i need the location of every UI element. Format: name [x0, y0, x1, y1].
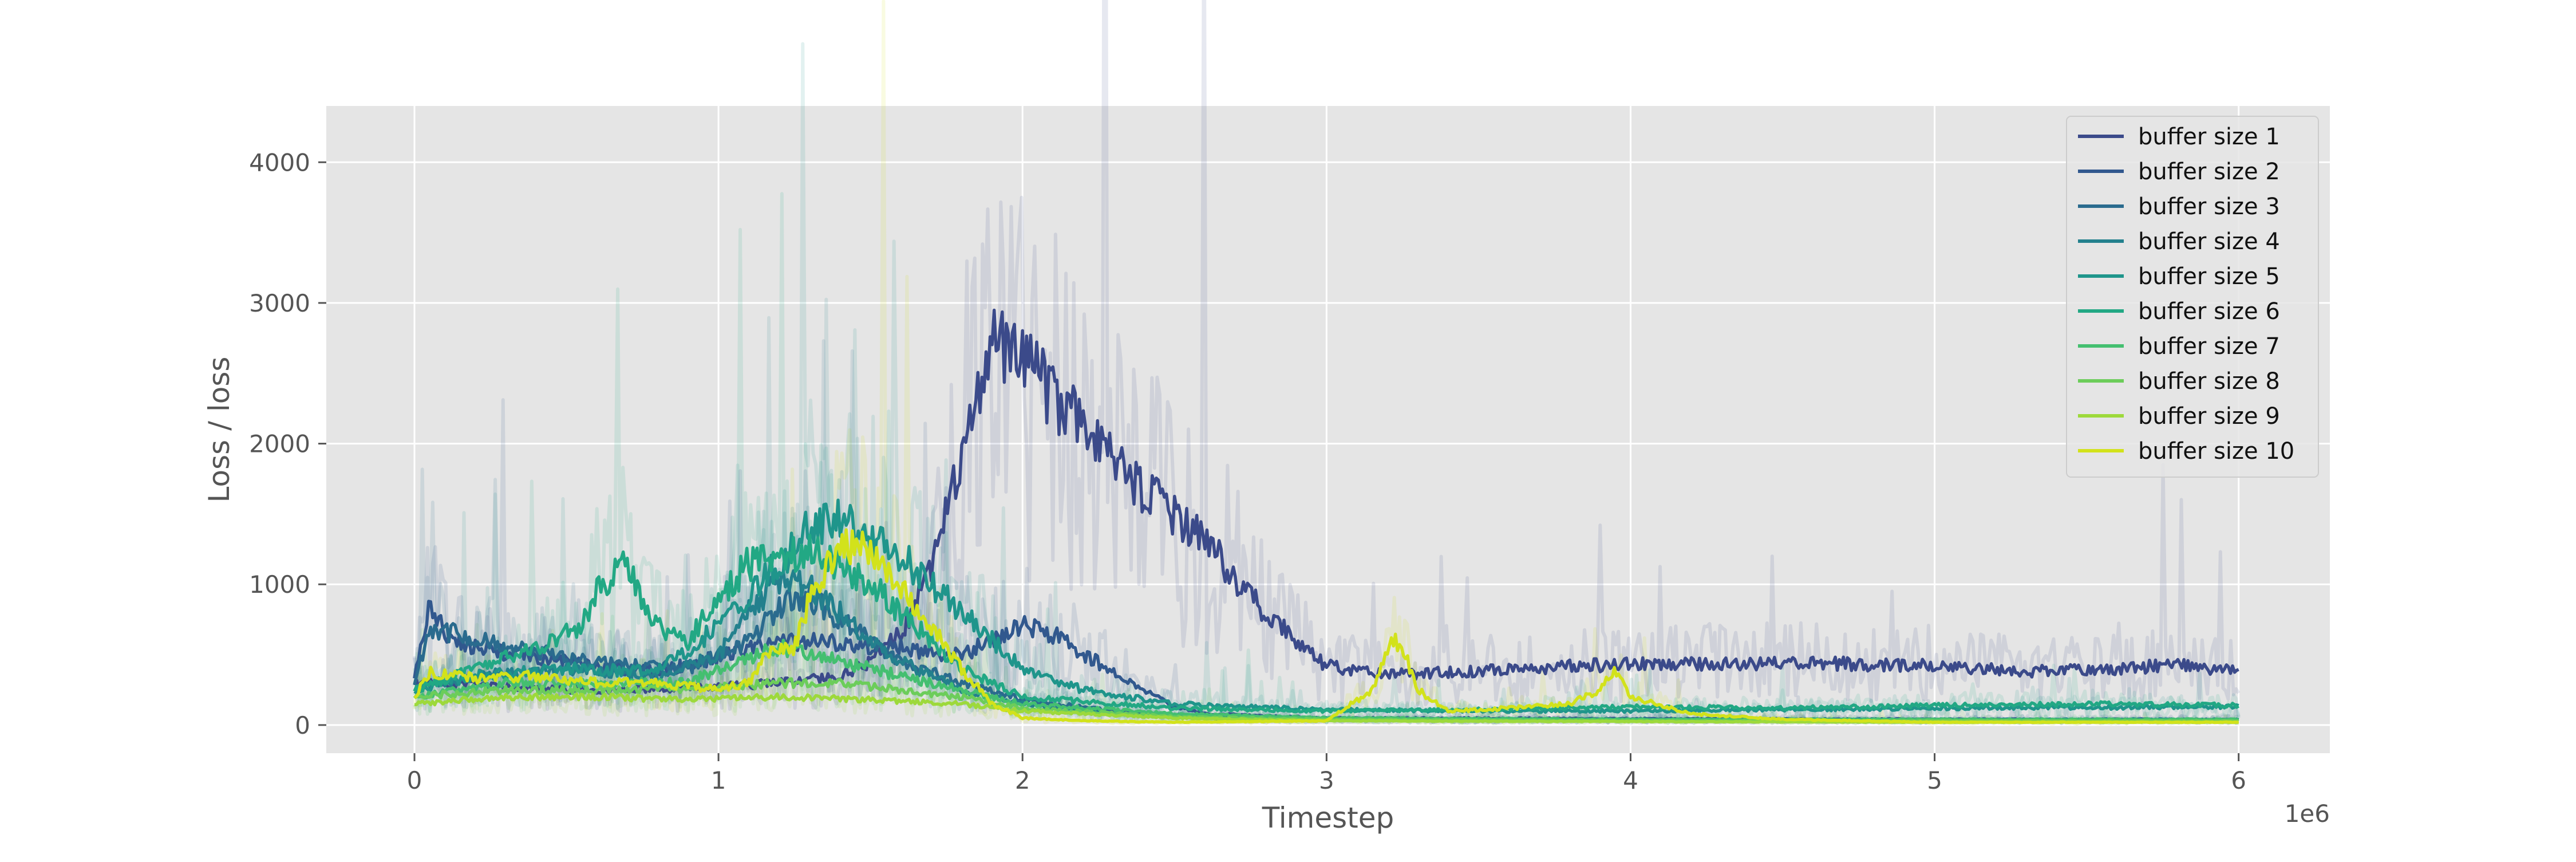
y-tick-label: 4000 — [249, 148, 310, 176]
series-noise-band — [413, 192, 2241, 722]
x-tick-label: 4 — [1623, 766, 1638, 794]
legend-label: buffer size 6 — [2138, 298, 2280, 325]
y-tick-label: 1000 — [249, 570, 310, 599]
legend-label: buffer size 4 — [2138, 229, 2280, 255]
x-tick-label: 3 — [1319, 766, 1334, 794]
y-tick-label: 3000 — [249, 289, 310, 317]
legend: buffer size 1 buffer size 2 buffer size 3 b… — [2066, 116, 2319, 478]
series-line — [413, 528, 2239, 725]
x-tick-label: 1 — [711, 766, 726, 794]
series-line — [413, 533, 2240, 714]
series-line — [413, 308, 2239, 695]
y-tick-labels: 0 1000 2000 3000 4000 — [249, 148, 326, 739]
x-tick-label: 2 — [1015, 766, 1030, 794]
x-tick-label: 0 — [407, 766, 422, 794]
legend-label: buffer size 7 — [2138, 333, 2280, 360]
legend-label: buffer size 8 — [2138, 368, 2280, 395]
y-axis-label: Loss / loss — [203, 357, 236, 503]
legend-label: buffer size 9 — [2138, 403, 2280, 430]
legend-label: buffer size 2 — [2138, 159, 2280, 185]
plot-background — [326, 106, 2330, 753]
legend-label: buffer size 3 — [2138, 194, 2280, 220]
legend-label: buffer size 10 — [2138, 438, 2294, 465]
legend-label: buffer size 1 — [2138, 124, 2280, 150]
legend-label: buffer size 5 — [2138, 263, 2280, 290]
y-tick-label: 2000 — [249, 430, 310, 458]
x-tick-label: 5 — [1927, 766, 1942, 794]
x-axis-offset-label: 1e6 — [2285, 800, 2330, 828]
x-tick-label: 6 — [2231, 766, 2246, 794]
legend-box — [2066, 116, 2319, 478]
x-tick-labels: 0 1 2 3 4 5 6 — [407, 753, 2246, 794]
x-axis-label: Timestep — [1262, 801, 1394, 835]
y-tick-label: 0 — [295, 711, 310, 739]
grid-lines — [326, 106, 2330, 753]
series-lines — [413, 308, 2240, 725]
